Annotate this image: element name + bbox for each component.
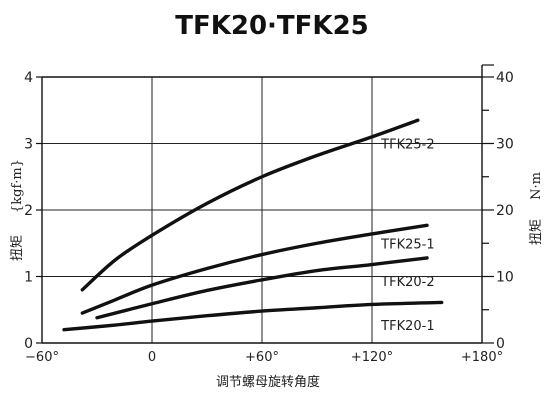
left-y-axis-label: 扭矩 {kgf·m} — [10, 159, 25, 261]
chart-title: TFK20·TFK25 — [175, 11, 369, 41]
left-tick-label: 0 — [24, 336, 33, 352]
series-lines — [62, 118, 444, 332]
right-y-label-cn: 扭矩 — [529, 219, 544, 245]
x-axis-label: 调节螺母旋转角度 — [216, 374, 320, 390]
x-tick-label: +60° — [245, 350, 279, 365]
right-y-label-unit: N·m — [529, 172, 544, 200]
left-tick-label: 1 — [24, 270, 33, 286]
left-y-label-cn: 扭矩 — [10, 235, 25, 261]
series-line-tfk25-1 — [80, 223, 429, 315]
series-line-tfk20-2 — [95, 256, 429, 320]
left-tick-label: 4 — [24, 70, 33, 86]
series-labels: TFK25-2 TFK25-1 TFK20-2 TFK20-1 — [380, 138, 434, 335]
right-tick-label: 20 — [496, 203, 514, 219]
series-label-tfk25-1: TFK25-1 — [380, 237, 434, 252]
left-y-label-unit: {kgf·m} — [10, 159, 25, 213]
right-tick-label: 10 — [496, 270, 514, 286]
x-tick-label: +180° — [461, 350, 503, 365]
axes — [36, 64, 494, 344]
left-tick-label: 3 — [24, 137, 33, 153]
x-tick-label: 0 — [148, 350, 156, 365]
right-tick-label: 0 — [496, 336, 505, 352]
x-tick-label: +120° — [351, 350, 393, 365]
right-y-axis-label: 扭矩 N·m — [529, 172, 544, 245]
series-label-tfk20-1: TFK20-1 — [380, 319, 434, 334]
right-tick-label: 30 — [496, 137, 514, 153]
x-tick-label: −60° — [25, 350, 59, 365]
right-tick-label: 40 — [496, 70, 514, 86]
series-label-tfk20-2: TFK20-2 — [380, 275, 434, 290]
series-label-tfk25-2: TFK25-2 — [380, 138, 434, 153]
series-line-tfk20-1 — [62, 300, 444, 332]
series-line-tfk25-2 — [80, 118, 420, 292]
left-tick-label: 2 — [24, 203, 33, 219]
grid — [42, 77, 482, 343]
